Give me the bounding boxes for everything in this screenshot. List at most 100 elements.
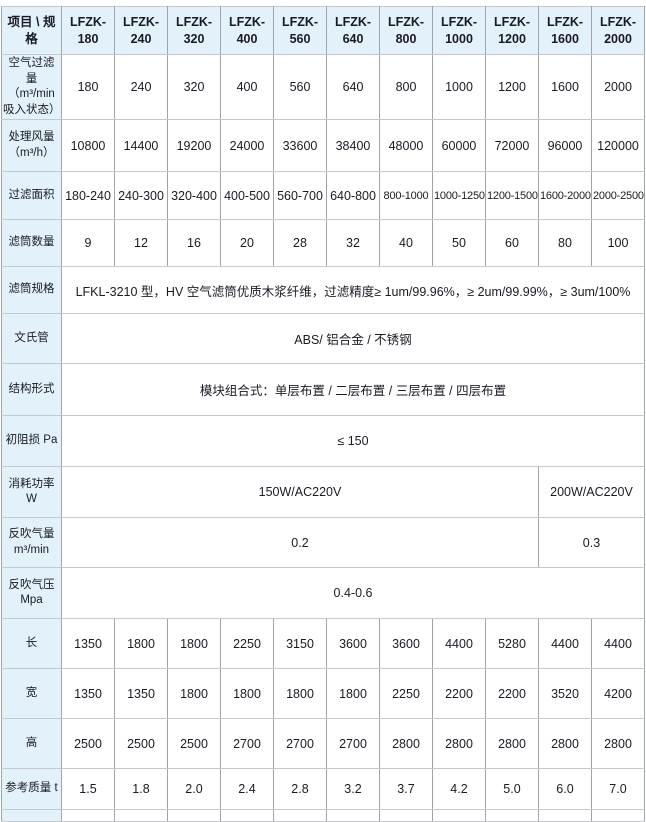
table-row: 反吹气量 m³/min 0.2 0.3	[1, 517, 645, 569]
table-row: 长 1350 1800 1800 2250 3150 3600 3600 4400 5280 440…	[1, 618, 645, 670]
spec-cell: 180-240	[61, 171, 115, 221]
spec-cell: 2800	[485, 718, 539, 770]
table-row: 处理风量 （m³/h） 10800 14400 19200 24000 33600 3840…	[1, 119, 645, 173]
spec-cell: 2200	[485, 668, 539, 720]
spec-cell: 38400	[326, 119, 380, 173]
spec-cell: 1200-1500	[485, 171, 539, 221]
spec-cell: 120000	[591, 119, 645, 173]
spec-cell: 240-300	[114, 171, 168, 221]
table-row: 滤筒数量 9 12 16 20 28 32 40 50 60 80 100	[1, 219, 645, 268]
spec-cell: 3600	[379, 618, 433, 670]
spec-cell: 560-700	[273, 171, 327, 221]
partial-row	[1, 809, 645, 822]
spec-cell: 1800	[167, 668, 221, 720]
spec-table-body: 空气过滤量 （m³/min 吸入状态） 180 240 320 400 560 640 800…	[1, 53, 645, 822]
spec-cell: 400-500	[220, 171, 274, 221]
spec-cell	[167, 809, 221, 822]
spec-cell: 1350	[61, 668, 115, 720]
spec-cell: 2800	[379, 718, 433, 770]
row-label: 文氏管	[1, 313, 62, 365]
spec-cell: 1.5	[61, 768, 115, 811]
table-row: 结构形式 模块组合式：单层布置 / 二层布置 / 三层布置 / 四层布置	[1, 363, 645, 417]
spec-cell: 240	[114, 53, 168, 121]
spec-cell: 模块组合式：单层布置 / 二层布置 / 三层布置 / 四层布置	[61, 363, 645, 417]
column-header: LFZK-2000	[591, 6, 645, 55]
spec-cell: 72000	[485, 119, 539, 173]
spec-cell: 19200	[167, 119, 221, 173]
table-row: 文氏管 ABS/ 铝合金 / 不锈钢	[1, 313, 645, 365]
spec-cell: 2.0	[167, 768, 221, 811]
spec-cell: 2500	[61, 718, 115, 770]
spec-cell: 33600	[273, 119, 327, 173]
row-label: 长	[1, 618, 62, 670]
spec-cell: 3.7	[379, 768, 433, 811]
column-header: LFZK-1200	[485, 6, 539, 55]
row-label: 参考质量 t	[1, 768, 62, 811]
column-header: LFZK-320	[167, 6, 221, 55]
spec-cell: 640	[326, 53, 380, 121]
spec-cell: 3600	[326, 618, 380, 670]
spec-cell	[432, 809, 486, 822]
table-row: 高 2500 2500 2500 2700 2700 2700 2800 2800 2800 280…	[1, 718, 645, 770]
spec-cell: 320	[167, 53, 221, 121]
spec-table: 项目 \ 规格 LFZK-180 LFZK-240 LFZK-320 LFZK-400…	[1, 6, 645, 822]
spec-cell: 320-400	[167, 171, 221, 221]
spec-cell: 0.2	[61, 517, 539, 569]
spec-cell: 1800	[167, 618, 221, 670]
spec-cell: 1800	[114, 618, 168, 670]
spec-cell: 60	[485, 219, 539, 268]
spec-cell: 2800	[538, 718, 592, 770]
spec-cell: 16	[167, 219, 221, 268]
spec-cell	[114, 809, 168, 822]
spec-cell: 9	[61, 219, 115, 268]
corner-cell: 项目 \ 规格	[1, 6, 62, 55]
column-header: LFZK-1600	[538, 6, 592, 55]
row-label: 消耗功率 W	[1, 466, 62, 519]
spec-cell: 200W/AC220V	[538, 466, 645, 519]
spec-cell	[61, 809, 115, 822]
header-row: 项目 \ 规格 LFZK-180 LFZK-240 LFZK-320 LFZK-400…	[1, 6, 645, 55]
spec-cell: 48000	[379, 119, 433, 173]
spec-cell: LFKL-3210 型，HV 空气滤筒优质木浆纤维，过滤精度≥ 1um/99.9…	[61, 266, 645, 315]
spec-cell: 24000	[220, 119, 274, 173]
spec-cell: 1000	[432, 53, 486, 121]
spec-cell: 32	[326, 219, 380, 268]
spec-cell: 1200	[485, 53, 539, 121]
spec-cell: 2250	[379, 668, 433, 720]
spec-cell: 50	[432, 219, 486, 268]
row-label: 滤筒规格	[1, 266, 62, 315]
spec-cell: 2.8	[273, 768, 327, 811]
column-header: LFZK-640	[326, 6, 380, 55]
spec-cell: 96000	[538, 119, 592, 173]
table-row: 参考质量 t 1.5 1.8 2.0 2.4 2.8 3.2 3.7 4.2 5.0 6.0 7.0	[1, 768, 645, 811]
spec-cell	[538, 809, 592, 822]
spec-cell: 150W/AC220V	[61, 466, 539, 519]
spec-cell: 3520	[538, 668, 592, 720]
spec-cell: 2700	[326, 718, 380, 770]
spec-cell: 7.0	[591, 768, 645, 811]
spec-cell: 2700	[273, 718, 327, 770]
spec-cell: 2800	[591, 718, 645, 770]
spec-cell: 1350	[61, 618, 115, 670]
row-label: 处理风量 （m³/h）	[1, 119, 62, 173]
spec-cell: 4.2	[432, 768, 486, 811]
row-label: 宽	[1, 668, 62, 720]
row-label: 初阻损 Pa	[1, 415, 62, 468]
spec-cell: 4400	[432, 618, 486, 670]
spec-cell: 10800	[61, 119, 115, 173]
spec-cell: 1600	[538, 53, 592, 121]
row-label: 空气过滤量 （m³/min 吸入状态）	[1, 53, 62, 121]
spec-cell: 180	[61, 53, 115, 121]
column-header: LFZK-1000	[432, 6, 486, 55]
spec-cell	[220, 809, 274, 822]
table-row: 消耗功率 W 150W/AC220V 200W/AC220V	[1, 466, 645, 519]
row-label: 过滤面积	[1, 171, 62, 221]
spec-cell: 5280	[485, 618, 539, 670]
spec-cell: 0.4-0.6	[61, 567, 645, 620]
spec-cell: 4400	[538, 618, 592, 670]
row-label: 结构形式	[1, 363, 62, 417]
spec-cell: 1800	[326, 668, 380, 720]
spec-cell: 400	[220, 53, 274, 121]
column-header: LFZK-400	[220, 6, 274, 55]
table-row: 反吹气压 Mpa 0.4-0.6	[1, 567, 645, 620]
